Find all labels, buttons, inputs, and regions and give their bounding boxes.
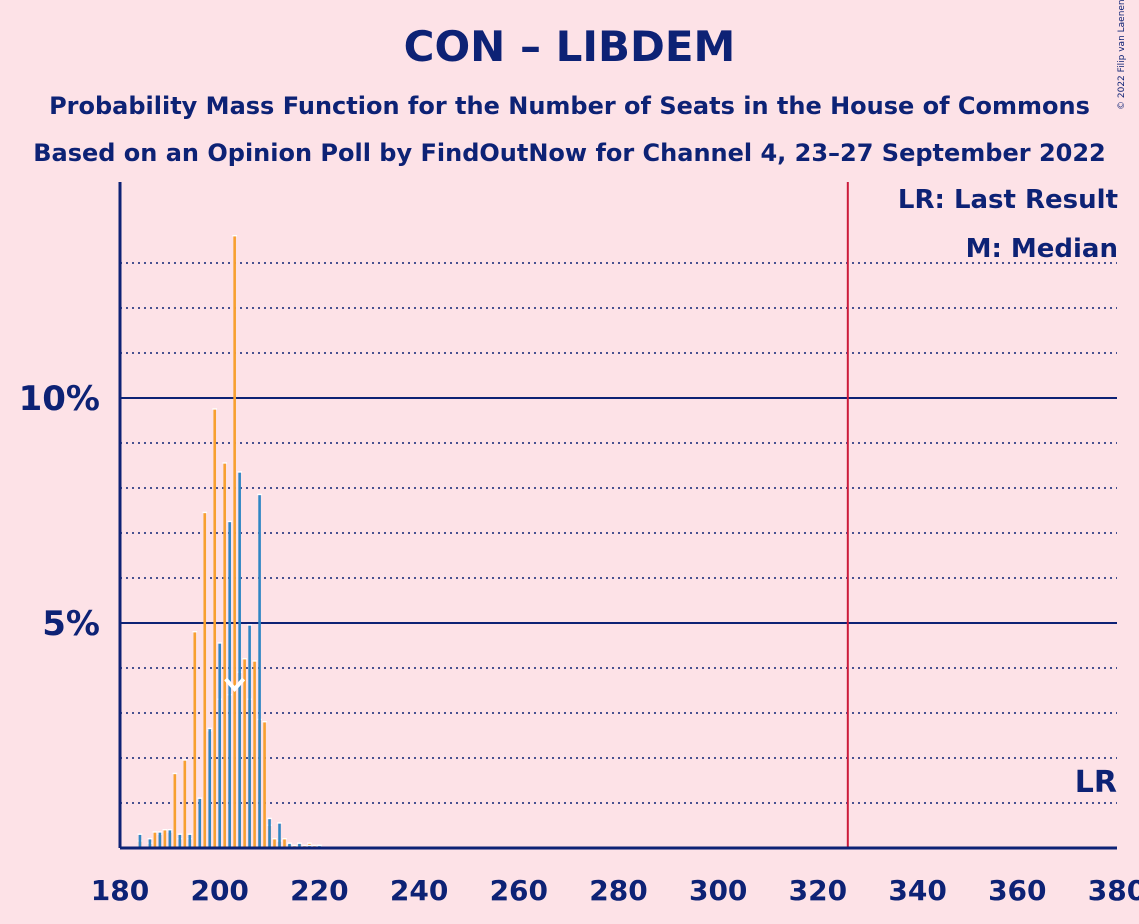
blue-bar-cap <box>317 844 322 847</box>
orange-bar <box>203 512 207 848</box>
blue-bar-cap <box>227 520 232 523</box>
orange-bar-cap <box>292 844 297 847</box>
orange-bar <box>233 236 236 848</box>
blue-bar <box>258 494 261 848</box>
blue-bar-cap <box>307 844 312 847</box>
x-tick-label: 380 <box>1088 874 1139 907</box>
blue-bar <box>238 472 241 848</box>
blue-bar-cap <box>207 727 213 730</box>
blue-bar <box>268 818 271 848</box>
orange-bar-cap <box>242 658 247 660</box>
orange-bar-cap <box>222 462 227 464</box>
orange-bar <box>193 632 197 848</box>
orange-bar <box>213 409 217 848</box>
blue-bar <box>208 728 212 848</box>
orange-bar <box>273 839 276 848</box>
blue-bar-cap <box>147 838 153 840</box>
x-tick-label: 300 <box>689 874 747 907</box>
orange-bar-cap <box>262 721 267 723</box>
orange-bar-cap <box>212 408 218 410</box>
orange-bar-cap <box>152 831 158 833</box>
chart-title: CON – LIBDEM <box>403 22 736 71</box>
orange-bar <box>173 773 177 848</box>
blue-bar <box>168 830 172 848</box>
orange-bar-cap <box>182 759 188 761</box>
y-tick-label: 10% <box>19 379 100 419</box>
blue-bar <box>218 643 221 848</box>
last-result-annotation: LR <box>1075 765 1117 800</box>
blue-bar <box>278 823 281 848</box>
x-tick-label: 360 <box>988 874 1046 907</box>
orange-bar-cap <box>307 842 312 844</box>
orange-bar <box>223 463 226 848</box>
blue-bar-cap <box>257 493 262 496</box>
x-tick-label: 260 <box>490 874 548 907</box>
orange-bar <box>183 760 187 848</box>
legend-last-result: LR: Last Result <box>898 185 1118 215</box>
blue-bar-cap <box>297 842 302 844</box>
blue-bar-cap <box>177 833 183 835</box>
blue-bar-cap <box>137 833 143 835</box>
x-tick-label: 180 <box>91 874 149 907</box>
blue-bar-cap <box>167 829 173 831</box>
blue-bar-cap <box>237 471 242 473</box>
orange-bar-cap <box>252 660 257 662</box>
blue-bar <box>198 798 202 848</box>
orange-bar <box>153 832 157 848</box>
orange-bar-cap <box>232 235 237 237</box>
reference-lines <box>224 182 849 848</box>
orange-bar-cap <box>192 631 198 633</box>
blue-bar <box>148 839 152 848</box>
x-tick-label: 340 <box>888 874 946 907</box>
orange-bar-cap <box>282 838 287 840</box>
chart-subtitle: Probability Mass Function for the Number… <box>49 92 1090 120</box>
x-tick-label: 240 <box>390 874 448 907</box>
orange-bar-cap <box>202 511 208 514</box>
orange-bar-cap <box>302 844 307 847</box>
orange-bar-cap <box>312 844 317 847</box>
axes: 5% 10% 180 200 220 240 260 280 300 320 340 360 380 <box>19 182 1139 907</box>
orange-bar-cap <box>162 829 168 831</box>
orange-bar <box>283 839 286 848</box>
x-tick-label: 220 <box>290 874 348 907</box>
blue-bar-cap <box>157 831 163 833</box>
blue-bar <box>288 843 291 848</box>
blue-bar-cap <box>197 797 203 799</box>
blue-bar <box>158 832 162 848</box>
orange-bar-cap <box>272 838 277 840</box>
blue-bar <box>188 834 192 848</box>
blue-bar-cap <box>187 833 193 835</box>
blue-bar <box>248 625 251 848</box>
x-tick-label: 280 <box>589 874 647 907</box>
blue-bar <box>138 834 142 848</box>
orange-bar <box>263 722 266 848</box>
bars <box>137 235 322 848</box>
orange-bar-cap <box>172 772 178 775</box>
blue-bar <box>298 843 301 848</box>
blue-bar-cap <box>287 842 292 844</box>
orange-bar <box>253 661 256 848</box>
x-tick-label: 320 <box>789 874 847 907</box>
gridlines <box>120 262 1117 804</box>
x-tick-label: 200 <box>190 874 248 907</box>
blue-bar-cap <box>217 642 222 644</box>
blue-bar-cap <box>277 822 282 824</box>
orange-bar <box>243 659 246 848</box>
orange-bar <box>163 830 167 848</box>
median-marker <box>224 677 246 692</box>
blue-bar <box>178 834 182 848</box>
y-tick-label: 5% <box>42 604 100 644</box>
blue-bar-cap <box>267 817 272 820</box>
blue-bar-cap <box>247 624 252 626</box>
legend-median: M: Median <box>966 234 1118 264</box>
chart-source-subtitle: Based on an Opinion Poll by FindOutNow f… <box>33 139 1106 167</box>
